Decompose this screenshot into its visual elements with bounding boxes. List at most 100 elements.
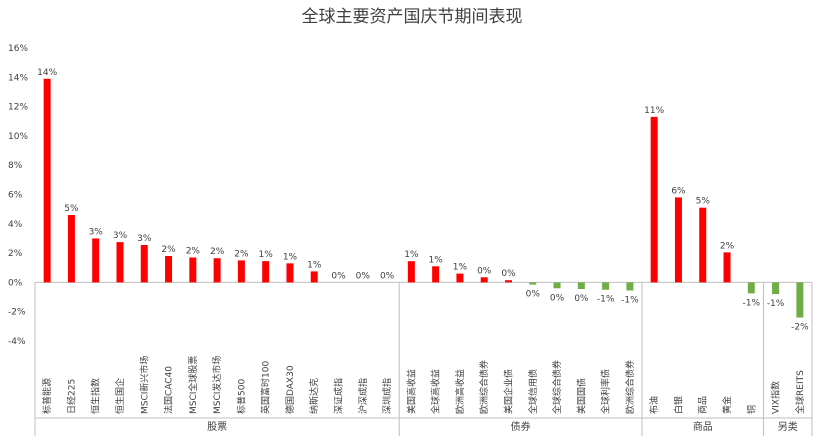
data-label: 5% <box>696 197 711 207</box>
bar <box>772 282 780 295</box>
bar <box>553 282 561 289</box>
category-label: 美国高收益 <box>405 369 417 414</box>
data-label: 5% <box>64 204 79 214</box>
category-label: 商品 <box>697 396 709 414</box>
category-label: MSCI发达市场 <box>211 356 223 414</box>
bar <box>43 78 51 283</box>
data-label: 0% <box>380 271 395 281</box>
category-label: 全球高收益 <box>430 369 442 414</box>
y-tick-label: 8% <box>8 161 23 171</box>
bar <box>504 280 512 283</box>
bar <box>286 263 294 283</box>
axis-layer: -4% -2% 0% 2% 4% 6% 8% 10% 12% 14% 16% <box>8 44 813 436</box>
category-label: 德国DAX30 <box>284 365 296 414</box>
category-label: MSCI新兴市场 <box>138 356 150 414</box>
bar <box>480 277 488 283</box>
bar <box>165 256 173 283</box>
category-label: 标普500 <box>235 379 247 414</box>
y-tick-label: 4% <box>8 220 23 230</box>
data-label: 0% <box>331 271 346 281</box>
bar <box>650 116 658 283</box>
bar <box>456 273 464 283</box>
category-label: 英国富时100 <box>260 361 272 414</box>
y-tick-label: -4% <box>8 337 26 347</box>
bar <box>237 260 245 283</box>
data-label: 0% <box>574 294 589 304</box>
bar-layer <box>43 78 804 318</box>
data-label: 14% <box>37 68 57 78</box>
data-label: 1% <box>429 255 444 265</box>
y-tick-label: 14% <box>8 73 28 83</box>
group-label: 商品 <box>693 420 713 433</box>
category-label: 欧洲综合债券 <box>624 360 636 414</box>
bar <box>432 266 440 283</box>
data-label: 2% <box>210 247 225 257</box>
data-label: -1% <box>621 295 639 305</box>
data-label: 0% <box>526 290 541 300</box>
data-label: 1% <box>283 252 298 262</box>
category-label: 全球综合债券 <box>551 360 563 414</box>
data-label: 3% <box>137 234 152 244</box>
category-label: 标普能源 <box>41 378 53 414</box>
y-tick-label: -2% <box>8 308 26 318</box>
category-label: 恒生指数 <box>90 378 102 414</box>
bar <box>116 242 124 283</box>
bar <box>189 257 197 283</box>
y-tick-label: 10% <box>8 132 28 142</box>
data-label: 3% <box>89 227 104 237</box>
y-tick-label: 6% <box>8 191 23 201</box>
category-label: 全球信用债 <box>527 369 539 414</box>
bar <box>92 238 100 283</box>
data-label: 11% <box>644 106 664 116</box>
category-label: 布油 <box>648 396 660 414</box>
bar <box>796 282 804 318</box>
y-tick-label: 2% <box>8 249 23 259</box>
data-label: 2% <box>234 249 249 259</box>
data-label: 0% <box>477 266 492 276</box>
category-label: 欧洲综合债券 <box>478 360 490 414</box>
data-label: -1% <box>767 299 785 309</box>
bar <box>577 282 585 289</box>
category-label: MSCI全球股票 <box>187 356 199 414</box>
bar <box>140 245 148 283</box>
bar <box>723 252 731 283</box>
y-tick-label: 16% <box>8 44 28 54</box>
data-label: -1% <box>597 295 615 305</box>
bar <box>699 207 707 283</box>
bar <box>674 197 682 283</box>
group-label: 股票 <box>207 421 227 433</box>
category-label: 黄金 <box>721 396 733 414</box>
bar <box>407 261 415 283</box>
bar <box>213 258 221 283</box>
group-label: 另类 <box>778 420 798 433</box>
group-label: 债券 <box>511 420 531 433</box>
data-label: 1% <box>404 250 419 260</box>
category-label: 白银 <box>672 396 684 414</box>
category-label: 纳斯达克 <box>308 378 320 414</box>
category-label: 恒生国企 <box>114 378 126 414</box>
data-label: 2% <box>161 245 176 255</box>
bar <box>626 282 634 291</box>
category-label: 沪深成指 <box>357 378 369 414</box>
category-label: 全球利率债 <box>600 369 612 414</box>
data-label: 1% <box>453 263 468 273</box>
data-label: 0% <box>356 271 371 281</box>
data-label: 3% <box>113 231 128 241</box>
data-label: 0% <box>501 269 516 279</box>
category-label: 日经225 <box>65 379 77 414</box>
y-tick-label: 0% <box>8 278 23 288</box>
category-label: 法国CAC40 <box>163 366 175 414</box>
data-label: -1% <box>743 298 761 308</box>
data-label: -2% <box>791 323 809 333</box>
category-label: 美国国债 <box>575 378 587 414</box>
data-label: 1% <box>307 260 322 270</box>
data-label: 2% <box>720 241 735 251</box>
bar <box>67 215 75 283</box>
category-label: 深证成指 <box>333 378 345 414</box>
y-tick-label: 12% <box>8 103 28 113</box>
category-label: 铜 <box>745 405 757 414</box>
chart-title: 全球主要资产国庆节期间表现 <box>302 7 523 27</box>
category-label: VIX指数 <box>770 381 782 414</box>
bar <box>529 282 537 285</box>
